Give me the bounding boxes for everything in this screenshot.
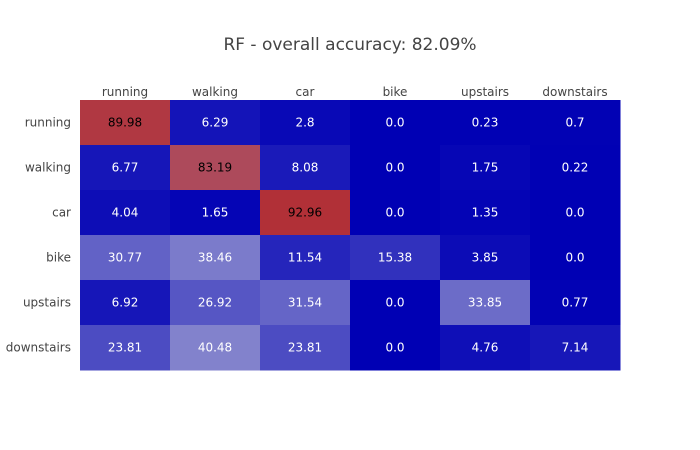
heatmap-cell xyxy=(530,100,621,146)
heatmap-value-label: 4.04 xyxy=(112,206,139,220)
heatmap-cell xyxy=(350,100,441,146)
heatmap-value-label: 30.77 xyxy=(108,251,142,265)
heatmap-value-label: 31.54 xyxy=(288,296,322,310)
heatmap-value-label: 92.96 xyxy=(288,206,322,220)
heatmap-cell xyxy=(440,100,531,146)
heatmap-cell xyxy=(350,280,441,326)
x-tick-label: walking xyxy=(192,85,238,99)
heatmap-value-label: 6.29 xyxy=(202,116,229,130)
heatmap-cell xyxy=(350,145,441,191)
heatmap-value-label: 8.08 xyxy=(292,161,319,175)
heatmap-cell xyxy=(80,325,171,371)
heatmap-value-label: 15.38 xyxy=(378,251,412,265)
y-tick-label: upstairs xyxy=(23,296,71,310)
heatmap-value-label: 83.19 xyxy=(198,161,232,175)
heatmap-cell xyxy=(530,325,621,371)
heatmap-value-label: 4.76 xyxy=(472,341,499,355)
heatmap-cell xyxy=(350,190,441,236)
heatmap-value-label: 23.81 xyxy=(108,341,142,355)
heatmap-cell xyxy=(80,235,171,281)
heatmap-value-label: 7.14 xyxy=(562,341,589,355)
heatmap-value-label: 1.75 xyxy=(472,161,499,175)
y-tick-label: car xyxy=(52,206,71,220)
heatmap-value-label: 0.0 xyxy=(385,341,404,355)
heatmap-cell xyxy=(440,325,531,371)
heatmap-value-label: 2.8 xyxy=(295,116,314,130)
heatmap-value-label: 0.22 xyxy=(562,161,589,175)
heatmap-cell xyxy=(170,145,261,191)
heatmap-cell xyxy=(260,190,351,236)
heatmap-cell xyxy=(170,100,261,146)
y-tick-label: bike xyxy=(46,251,71,265)
heatmap-cell xyxy=(80,100,171,146)
heatmap-cell xyxy=(170,325,261,371)
heatmap-cell xyxy=(170,280,261,326)
heatmap-value-label: 38.46 xyxy=(198,251,232,265)
heatmap-cell xyxy=(260,235,351,281)
y-tick-label: downstairs xyxy=(6,341,71,355)
heatmap-cell xyxy=(260,280,351,326)
heatmap-cell xyxy=(260,325,351,371)
heatmap-value-labels: 89.98 6.29 2.8 0.0 0.23 0.7 6.77 83.19 8.08 0.0 1.… xyxy=(108,116,589,355)
heatmap-value-label: 1.65 xyxy=(202,206,229,220)
heatmap-value-label: 6.77 xyxy=(112,161,139,175)
heatmap-value-label: 33.85 xyxy=(468,296,502,310)
heatmap-value-label: 23.81 xyxy=(288,341,322,355)
y-axis-ticks: running walking car bike upstairs downstairs xyxy=(6,116,71,355)
heatmap-cell xyxy=(530,190,621,236)
heatmap-cell xyxy=(80,145,171,191)
heatmap-cell xyxy=(170,190,261,236)
heatmap-value-label: 0.0 xyxy=(385,116,404,130)
heatmap-value-label: 0.0 xyxy=(385,296,404,310)
y-tick-label: running xyxy=(25,116,71,130)
heatmap-value-label: 0.7 xyxy=(565,116,584,130)
x-axis-ticks: running walking car bike upstairs downstairs xyxy=(102,85,608,99)
heatmap-cell xyxy=(80,280,171,326)
heatmap-cell xyxy=(350,325,441,371)
heatmap-cell xyxy=(260,145,351,191)
heatmap-cell xyxy=(440,190,531,236)
x-tick-label: downstairs xyxy=(542,85,607,99)
heatmap-cell xyxy=(260,100,351,146)
heatmap-value-label: 11.54 xyxy=(288,251,322,265)
heatmap-cells xyxy=(80,100,621,371)
heatmap-value-label: 6.92 xyxy=(112,296,139,310)
heatmap-cell xyxy=(440,145,531,191)
heatmap-value-label: 0.77 xyxy=(562,296,589,310)
heatmap-cell xyxy=(80,190,171,236)
x-tick-label: car xyxy=(296,85,315,99)
heatmap-cell xyxy=(530,235,621,281)
heatmap-value-label: 3.85 xyxy=(472,251,499,265)
heatmap-value-label: 89.98 xyxy=(108,116,142,130)
x-tick-label: upstairs xyxy=(461,85,509,99)
heatmap-value-label: 0.0 xyxy=(385,206,404,220)
x-tick-label: bike xyxy=(383,85,408,99)
heatmap-value-label: 0.23 xyxy=(472,116,499,130)
heatmap-cell xyxy=(530,145,621,191)
heatmap-value-label: 40.48 xyxy=(198,341,232,355)
heatmap-cell xyxy=(440,235,531,281)
heatmap-value-label: 0.0 xyxy=(385,161,404,175)
x-tick-label: running xyxy=(102,85,148,99)
heatmap-value-label: 26.92 xyxy=(198,296,232,310)
heatmap-cell xyxy=(530,280,621,326)
heatmap-value-label: 1.35 xyxy=(472,206,499,220)
heatmap-value-label: 0.0 xyxy=(565,251,584,265)
chart-title: RF - overall accuracy: 82.09% xyxy=(223,35,476,55)
heatmap-cell xyxy=(350,235,441,281)
y-tick-label: walking xyxy=(25,161,71,175)
heatmap-value-label: 0.0 xyxy=(565,206,584,220)
heatmap-cell xyxy=(440,280,531,326)
heatmap-cell xyxy=(170,235,261,281)
